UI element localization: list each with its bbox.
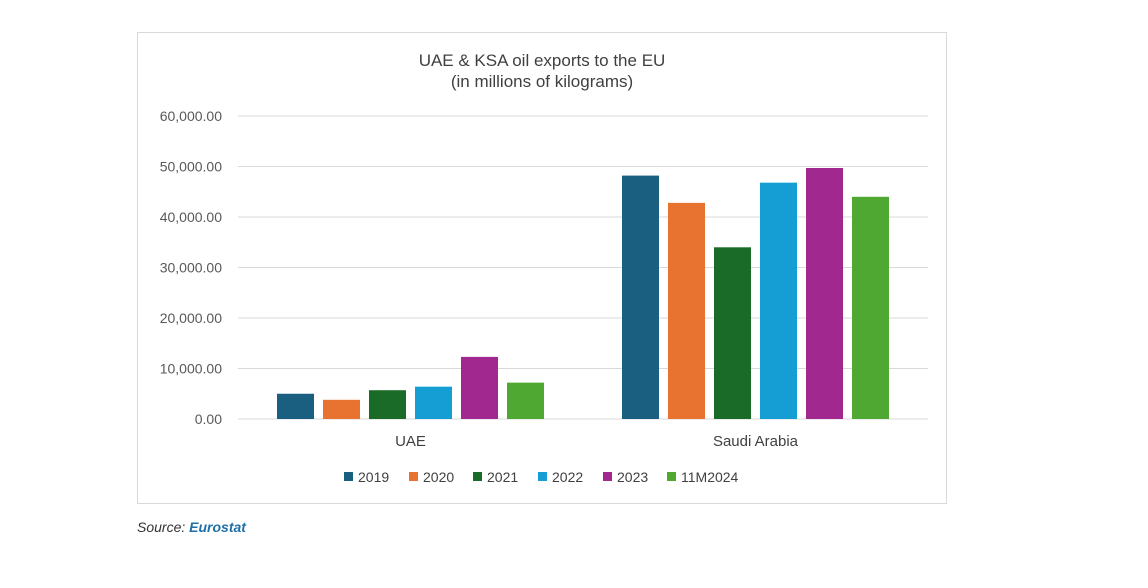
bar-2022-saudi-arabia xyxy=(760,182,797,419)
legend-label-2022: 2022 xyxy=(552,469,583,485)
bar-2021-uae xyxy=(369,390,406,419)
chart-title: UAE & KSA oil exports to the EU xyxy=(419,51,666,70)
bar-2019-saudi-arabia xyxy=(622,175,659,419)
chart-container: UAE & KSA oil exports to the EU (in mill… xyxy=(137,32,947,504)
bar-2020-uae xyxy=(323,399,360,419)
y-tick-label: 20,000.00 xyxy=(160,310,222,326)
y-tick-label: 30,000.00 xyxy=(160,260,222,276)
bar-2021-saudi-arabia xyxy=(714,247,751,419)
legend-label-2019: 2019 xyxy=(358,469,389,485)
y-tick-label: 50,000.00 xyxy=(160,159,222,175)
source-link[interactable]: Eurostat xyxy=(189,519,246,535)
legend-label-11M2024: 11M2024 xyxy=(681,469,739,485)
bar-2022-uae xyxy=(415,386,452,419)
bar-11M2024-saudi-arabia xyxy=(852,196,889,419)
bar-chart: UAE & KSA oil exports to the EU (in mill… xyxy=(160,51,928,485)
legend-swatch-2022 xyxy=(538,472,547,481)
legend-swatch-11M2024 xyxy=(667,472,676,481)
source-prefix: Source: xyxy=(137,519,190,535)
gridlines xyxy=(238,115,928,420)
y-axis-ticks: 0.00 10,000.00 20,000.00 30,000.00 40,000.00… xyxy=(160,108,223,427)
legend-label-2021: 2021 xyxy=(487,469,518,485)
legend-swatch-2019 xyxy=(344,472,353,481)
legend-swatch-2020 xyxy=(409,472,418,481)
source-line: Source: Eurostat xyxy=(137,519,246,535)
x-axis-labels: UAE Saudi Arabia xyxy=(395,433,799,450)
bar-2019-uae xyxy=(277,393,314,419)
bar-2020-saudi-arabia xyxy=(668,202,705,419)
y-tick-label: 0.00 xyxy=(195,411,222,427)
bars xyxy=(277,168,889,419)
y-tick-label: 60,000.00 xyxy=(160,108,222,124)
legend: 2019 2020 2021 2022 2023 11M2024 xyxy=(344,469,739,485)
bar-2023-saudi-arabia xyxy=(806,168,843,419)
y-tick-label: 10,000.00 xyxy=(160,361,222,377)
legend-label-2020: 2020 xyxy=(423,469,454,485)
x-category-label: Saudi Arabia xyxy=(713,433,799,450)
legend-label-2023: 2023 xyxy=(617,469,648,485)
legend-swatch-2023 xyxy=(603,472,612,481)
y-tick-label: 40,000.00 xyxy=(160,209,222,225)
x-category-label: UAE xyxy=(395,433,426,450)
bar-11M2024-uae xyxy=(507,382,544,419)
legend-swatch-2021 xyxy=(473,472,482,481)
chart-subtitle: (in millions of kilograms) xyxy=(451,72,633,91)
bar-2023-uae xyxy=(461,356,498,419)
